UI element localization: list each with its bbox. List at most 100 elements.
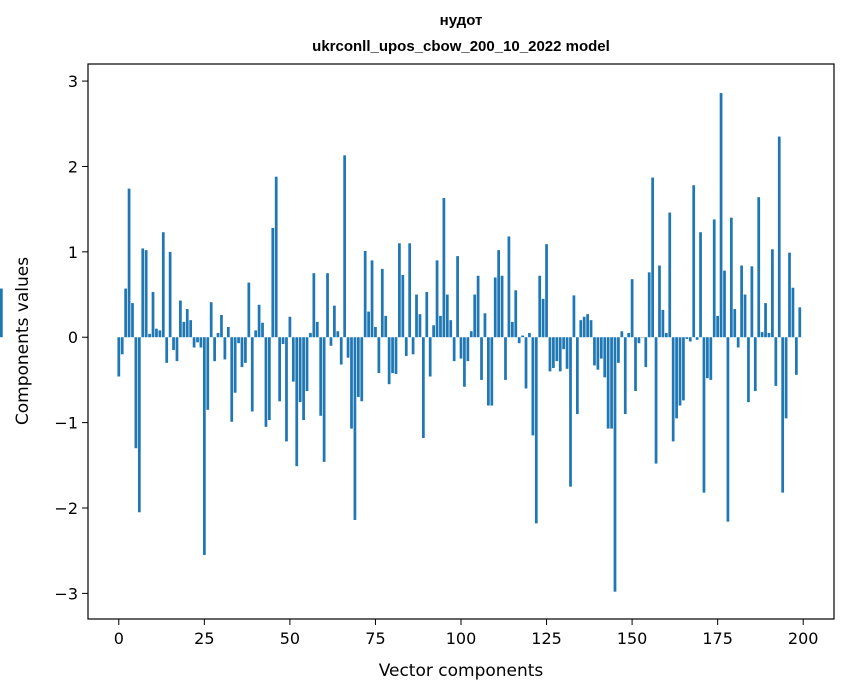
- bar-24: [199, 337, 203, 348]
- x-tick-label: 200: [788, 629, 819, 648]
- bar-116: [514, 290, 518, 338]
- bar-81: [394, 337, 398, 374]
- bar-182: [740, 265, 743, 338]
- bar-161: [668, 212, 672, 338]
- bar-83: [401, 274, 405, 338]
- bar-0: [117, 337, 121, 377]
- bar-15: [168, 251, 172, 338]
- bar-77: [380, 268, 384, 338]
- bar-46: [274, 176, 278, 338]
- bar-154: [644, 337, 648, 368]
- y-tick-label: −3: [54, 584, 78, 603]
- bar-190: [767, 332, 771, 338]
- bar-181: [736, 337, 740, 348]
- bar-17: [175, 337, 179, 362]
- bar-71: [360, 337, 364, 402]
- bar-60: [322, 337, 326, 462]
- bar-152: [637, 337, 641, 344]
- bar-8: [144, 250, 148, 338]
- bar-69: [353, 337, 357, 520]
- bar-36: [240, 337, 244, 368]
- bar-86: [411, 337, 415, 355]
- bar-145: [613, 337, 617, 592]
- bar-133: [572, 295, 576, 338]
- bar-148: [623, 337, 627, 415]
- bar-176: [719, 93, 723, 338]
- bar-64: [336, 331, 340, 338]
- x-tick-label: 25: [194, 629, 214, 648]
- bar-167: [688, 337, 692, 342]
- bar-5: [134, 337, 138, 449]
- bar-164: [678, 337, 682, 406]
- bar-110: [493, 277, 497, 338]
- bar-70: [356, 337, 360, 397]
- bar-59: [319, 337, 323, 416]
- bar-72: [363, 250, 367, 338]
- y-tick-label: 0: [68, 328, 78, 347]
- bar-28: [213, 337, 216, 362]
- bar-84: [404, 337, 408, 357]
- bar-27: [209, 302, 213, 338]
- bar-33: [230, 337, 234, 422]
- bars-group: [0, 93, 802, 592]
- bar-135: [579, 320, 583, 338]
- bar-106: [480, 337, 483, 380]
- bar-183: [743, 294, 747, 338]
- bar-79: [387, 337, 391, 385]
- bar-139: [593, 337, 596, 366]
- bar-171: [702, 337, 706, 493]
- bar-126: [548, 337, 552, 372]
- bar-57: [312, 273, 316, 338]
- bar-168: [692, 185, 696, 338]
- bar-37: [244, 337, 247, 363]
- bar-53: [298, 337, 302, 403]
- bar-78: [384, 315, 388, 338]
- bar-88: [418, 314, 422, 338]
- bar-104: [473, 294, 477, 338]
- bar-188: [760, 332, 764, 338]
- bar-155: [647, 272, 651, 338]
- bar-89: [421, 337, 425, 438]
- bar-31: [223, 337, 227, 360]
- bar-2: [124, 288, 128, 338]
- bar-170: [699, 232, 702, 338]
- bar-107: [483, 313, 487, 338]
- bar-185: [750, 266, 754, 338]
- bar-45: [271, 227, 275, 338]
- bar-137: [586, 314, 589, 338]
- bar-144: [610, 337, 613, 429]
- bar-38: [247, 282, 251, 338]
- bar-80: [391, 337, 394, 374]
- bar-58: [315, 321, 319, 338]
- bar-97: [449, 320, 453, 338]
- bar-21: [189, 320, 193, 338]
- x-tick-label: 175: [702, 629, 733, 648]
- bar-95: [442, 198, 446, 338]
- bar-54: [302, 337, 305, 421]
- bar-174: [712, 219, 716, 338]
- bar-194: [781, 337, 785, 493]
- bar-184: [747, 337, 750, 403]
- y-axis-label: Components values: [13, 257, 33, 425]
- bar-169: [695, 337, 699, 340]
- bar-62: [329, 337, 333, 346]
- bar-131: [565, 337, 569, 369]
- bar-68: [350, 337, 353, 429]
- chart-subtitle: ukrconll_upos_cbow_200_10_2022 model: [312, 38, 610, 55]
- bar-44: [268, 337, 271, 421]
- x-tick-label: 150: [617, 629, 648, 648]
- bar-14: [165, 337, 169, 363]
- bar-96: [445, 294, 449, 338]
- bar-143: [606, 337, 610, 429]
- bar-35: [237, 337, 240, 344]
- bar-113: [504, 337, 507, 380]
- bar-121: [531, 337, 535, 436]
- bar-66: [343, 155, 347, 338]
- bar-178: [726, 337, 730, 522]
- bar-9: [148, 333, 151, 338]
- bar-162: [671, 337, 675, 442]
- bar-6: [137, 337, 141, 513]
- chart-title: нудот: [440, 12, 483, 29]
- bar-73: [367, 311, 370, 338]
